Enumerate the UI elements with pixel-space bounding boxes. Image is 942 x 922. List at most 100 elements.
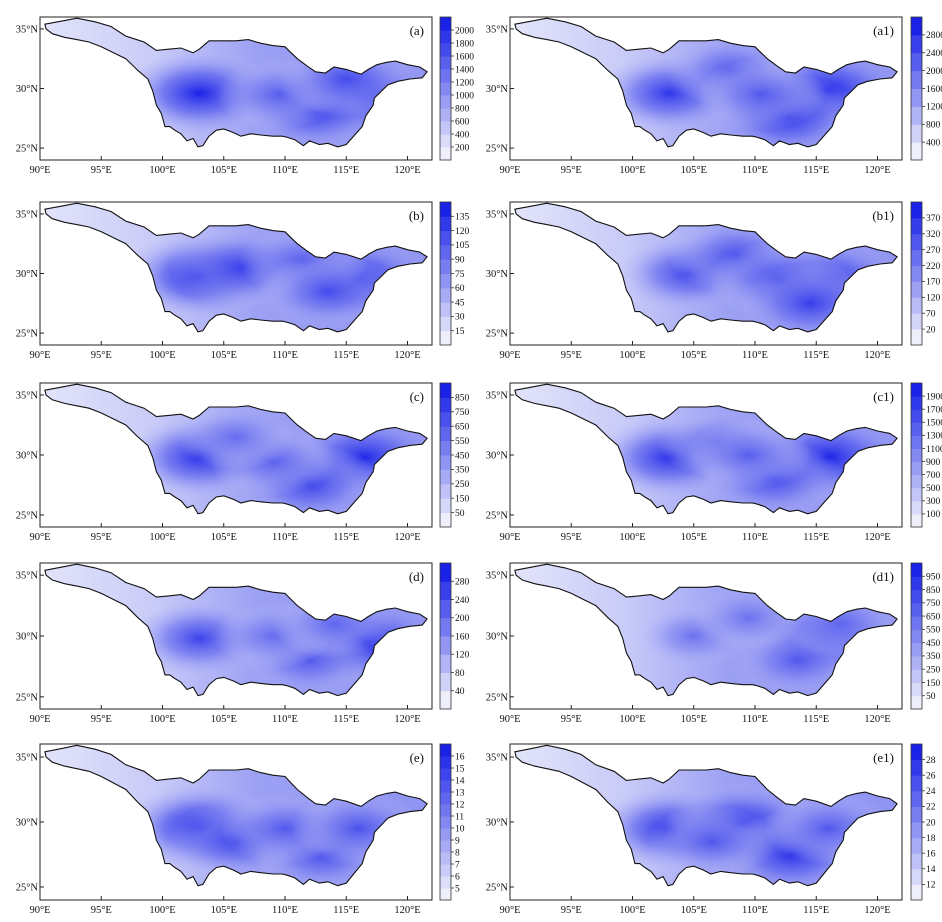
basin-outline — [514, 744, 898, 887]
x-tick-label: 120°E — [394, 350, 420, 361]
map-panel: 90°E 95°E 100°E 105°E 110°E 115°E 120°E 25°N 30°… — [16, 16, 474, 176]
x-tick-label: 120°E — [864, 350, 890, 361]
colorbar-tick-label: 450 — [455, 451, 470, 461]
colorbar-swatch — [440, 888, 451, 901]
x-tick-label: 110°E — [742, 165, 768, 176]
panel-label: (e1) — [873, 750, 894, 765]
x-tick-label: 95°E — [91, 350, 112, 361]
colorbar-tick-label: 22 — [926, 803, 936, 813]
colorbar-swatch — [911, 233, 922, 251]
colorbar-swatch — [440, 483, 451, 499]
colorbar-tick-label: 16 — [455, 752, 465, 762]
colorbar-tick-label: 5 — [455, 884, 460, 894]
x-tick-label: 90°E — [29, 532, 50, 543]
colorbar-tick-label: 250 — [926, 665, 941, 675]
colorbar-tick-label: 350 — [455, 466, 470, 476]
colorbar-swatch — [440, 330, 451, 346]
colorbar-tick-label: 550 — [455, 437, 470, 447]
map-panel: 90°E 95°E 100°E 105°E 110°E 115°E 120°E 25°N 30°… — [486, 562, 941, 725]
colorbar-tick-label: 18 — [926, 834, 936, 844]
x-tick-label: 105°E — [681, 532, 707, 543]
colorbar-tick-label: 50 — [926, 692, 936, 702]
map-panel: 90°E 95°E 100°E 105°E 110°E 115°E 120°E 25°N 30°… — [486, 743, 936, 916]
colorbar-swatch — [440, 302, 451, 317]
colorbar-tick-label: 11 — [455, 812, 464, 822]
colorbar-swatch — [911, 589, 922, 604]
panel-label: (d1) — [872, 569, 894, 584]
x-tick-label: 90°E — [29, 714, 50, 725]
colorbar-tick-label: 200 — [455, 614, 470, 624]
colorbar-tick-label: 120 — [455, 651, 470, 661]
colorbar-swatch — [911, 822, 922, 839]
colorbar-swatch — [911, 313, 922, 330]
x-tick-label: 110°E — [742, 905, 768, 916]
y-tick-label: 35°N — [16, 24, 39, 35]
x-tick-label: 110°E — [272, 165, 298, 176]
x-tick-label: 90°E — [499, 714, 520, 725]
colorbar-tick-label: 200 — [455, 143, 470, 153]
y-tick-label: 25°N — [486, 511, 509, 522]
colorbar-swatch — [440, 426, 451, 442]
basin-outline — [44, 563, 428, 697]
colorbar-tick-label: 2400 — [926, 49, 942, 59]
colorbar-tick-label: 350 — [926, 652, 941, 662]
colorbar-swatch — [440, 108, 451, 122]
y-tick-label: 30°N — [486, 632, 509, 643]
colorbar-swatch — [440, 43, 451, 57]
colorbar-swatch — [911, 435, 922, 449]
basin-outline — [514, 383, 898, 515]
colorbar-tick-label: 75 — [455, 270, 465, 280]
colorbar-tick-label: 15 — [455, 327, 465, 337]
panel-label: (a) — [410, 23, 424, 38]
x-tick-label: 95°E — [561, 350, 582, 361]
y-tick-label: 35°N — [486, 391, 509, 402]
colorbar-swatch — [440, 202, 451, 217]
colorbar-tick-label: 850 — [926, 586, 941, 596]
x-tick-label: 115°E — [803, 905, 829, 916]
colorbar-swatch — [911, 563, 922, 577]
colorbar-tick-label: 650 — [455, 423, 470, 433]
colorbar-tick-label: 26 — [926, 772, 936, 782]
x-tick-label: 105°E — [681, 714, 707, 725]
colorbar-swatch — [440, 828, 451, 841]
x-tick-label: 115°E — [333, 350, 359, 361]
colorbar-swatch — [911, 142, 922, 161]
y-tick-label: 35°N — [486, 24, 509, 35]
x-tick-label: 115°E — [333, 905, 359, 916]
colorbar-swatch — [440, 455, 451, 470]
colorbar-tick-label: 105 — [455, 241, 470, 251]
x-tick-label: 110°E — [272, 714, 298, 725]
x-tick-label: 95°E — [561, 714, 582, 725]
colorbar-tick-label: 60 — [455, 284, 465, 294]
colorbar-tick-label: 120 — [455, 227, 470, 237]
colorbar-swatch — [440, 599, 451, 619]
colorbar: 400 800 1200 1600 2000 2400 2800 — [910, 16, 942, 161]
colorbar-tick-label: 6 — [455, 872, 460, 882]
colorbar-tick-label: 170 — [926, 278, 941, 288]
colorbar-swatch — [440, 864, 451, 877]
x-tick-label: 90°E — [499, 350, 520, 361]
y-tick-label: 25°N — [486, 144, 509, 155]
basin-outline — [44, 17, 428, 148]
colorbar-swatch — [911, 616, 922, 630]
colorbar-tick-label: 550 — [926, 626, 941, 636]
map-panel: 90°E 95°E 100°E 105°E 110°E 115°E 120°E 25°N 30°… — [486, 382, 942, 543]
colorbar-swatch — [911, 52, 922, 72]
colorbar-swatch — [440, 654, 451, 673]
basin-outline — [44, 383, 428, 515]
x-tick-label: 120°E — [864, 905, 890, 916]
colorbar-swatch — [911, 383, 922, 397]
colorbar-tick-label: 28 — [926, 756, 936, 766]
colorbar-swatch — [911, 655, 922, 670]
colorbar-tick-label: 160 — [455, 632, 470, 642]
colorbar-swatch — [440, 581, 451, 600]
colorbar-tick-label: 2800 — [926, 31, 942, 41]
colorbar-tick-label: 320 — [926, 230, 941, 240]
colorbar-tick-label: 750 — [455, 408, 470, 418]
x-tick-label: 95°E — [561, 165, 582, 176]
colorbar-swatch — [911, 695, 922, 710]
x-tick-label: 110°E — [272, 350, 298, 361]
x-tick-label: 120°E — [864, 532, 890, 543]
map-panel: 90°E 95°E 100°E 105°E 110°E 115°E 120°E 25°N 30°… — [16, 382, 470, 543]
